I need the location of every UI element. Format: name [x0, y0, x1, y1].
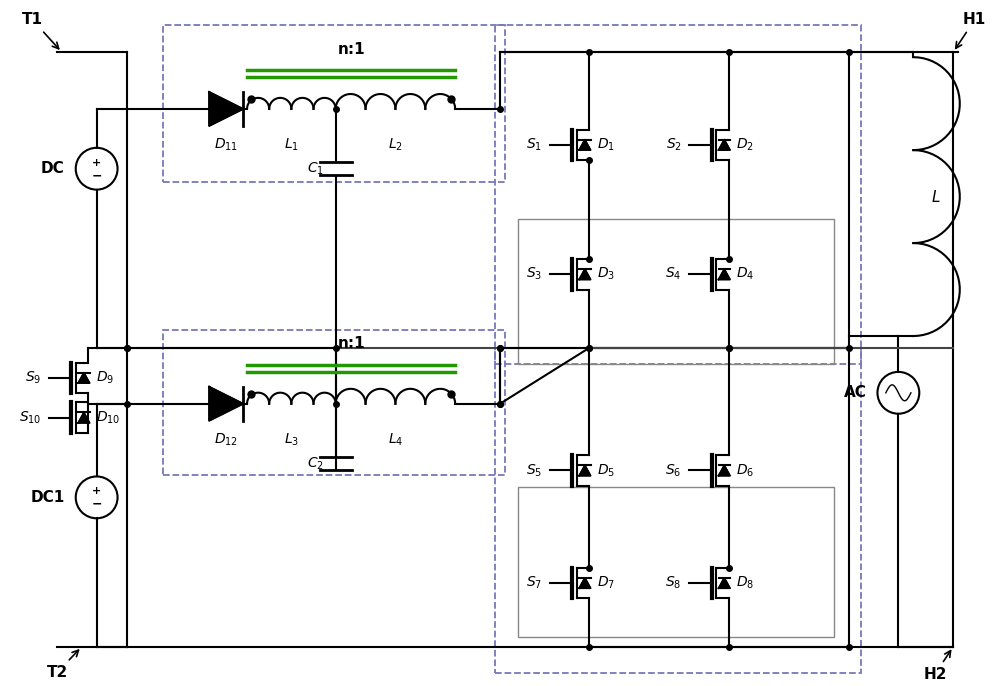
Polygon shape [719, 139, 730, 150]
Text: $S_3$: $S_3$ [526, 266, 542, 283]
Text: $S_2$: $S_2$ [666, 137, 682, 153]
Text: T1: T1 [22, 12, 59, 49]
Text: −: − [91, 498, 102, 511]
Text: −: − [91, 169, 102, 182]
Text: $D_8$: $D_8$ [736, 575, 755, 591]
Text: $S_4$: $S_4$ [665, 266, 682, 283]
Text: AC: AC [844, 386, 867, 401]
Text: T2: T2 [47, 650, 78, 680]
Text: $D_7$: $D_7$ [597, 575, 615, 591]
Text: $D_4$: $D_4$ [736, 266, 755, 283]
Text: $L$: $L$ [931, 189, 941, 204]
Text: $D_1$: $D_1$ [597, 137, 615, 153]
Polygon shape [719, 269, 730, 279]
Text: $D_2$: $D_2$ [736, 137, 754, 153]
Text: +: + [92, 158, 101, 168]
Polygon shape [579, 465, 591, 475]
Text: $L_2$: $L_2$ [388, 137, 403, 153]
Text: $D_{11}$: $D_{11}$ [214, 137, 238, 153]
Text: $S_1$: $S_1$ [526, 137, 542, 153]
Text: +: + [92, 486, 101, 497]
Bar [163, 25, 505, 182]
Text: H2: H2 [923, 650, 951, 682]
Text: $D_{12}$: $D_{12}$ [214, 431, 238, 448]
Bar [518, 219, 834, 364]
Text: n:1: n:1 [337, 337, 365, 351]
Text: n:1: n:1 [337, 42, 365, 57]
Text: $D_9$: $D_9$ [96, 370, 114, 386]
Text: $S_7$: $S_7$ [526, 575, 542, 591]
Text: H1: H1 [956, 12, 986, 48]
Polygon shape [579, 139, 591, 150]
Text: $S_{10}$: $S_{10}$ [19, 410, 41, 426]
Text: $L_3$: $L_3$ [284, 431, 299, 448]
Polygon shape [719, 465, 730, 475]
Polygon shape [579, 578, 591, 589]
Text: $C_2$: $C_2$ [307, 456, 324, 472]
Polygon shape [78, 412, 90, 423]
Text: $D_{10}$: $D_{10}$ [96, 410, 120, 426]
Polygon shape [579, 269, 591, 279]
Polygon shape [719, 578, 730, 589]
Text: $S_8$: $S_8$ [665, 575, 682, 591]
Text: $L_1$: $L_1$ [284, 137, 299, 153]
Text: $D_6$: $D_6$ [736, 462, 755, 479]
Text: $S_5$: $S_5$ [526, 462, 542, 479]
Polygon shape [209, 92, 243, 126]
Text: DC1: DC1 [31, 490, 65, 505]
Bar [518, 488, 834, 637]
Text: $C_1$: $C_1$ [307, 161, 324, 177]
Text: $D_3$: $D_3$ [597, 266, 615, 283]
Text: $D_5$: $D_5$ [597, 462, 615, 479]
Bar [495, 25, 861, 364]
Polygon shape [209, 387, 243, 421]
Bar [163, 330, 505, 475]
Text: $S_6$: $S_6$ [665, 462, 682, 479]
Text: DC: DC [41, 161, 65, 176]
Text: $L_4$: $L_4$ [388, 431, 403, 448]
Polygon shape [78, 372, 90, 383]
Bar [495, 348, 861, 673]
Text: $S_9$: $S_9$ [25, 370, 41, 386]
